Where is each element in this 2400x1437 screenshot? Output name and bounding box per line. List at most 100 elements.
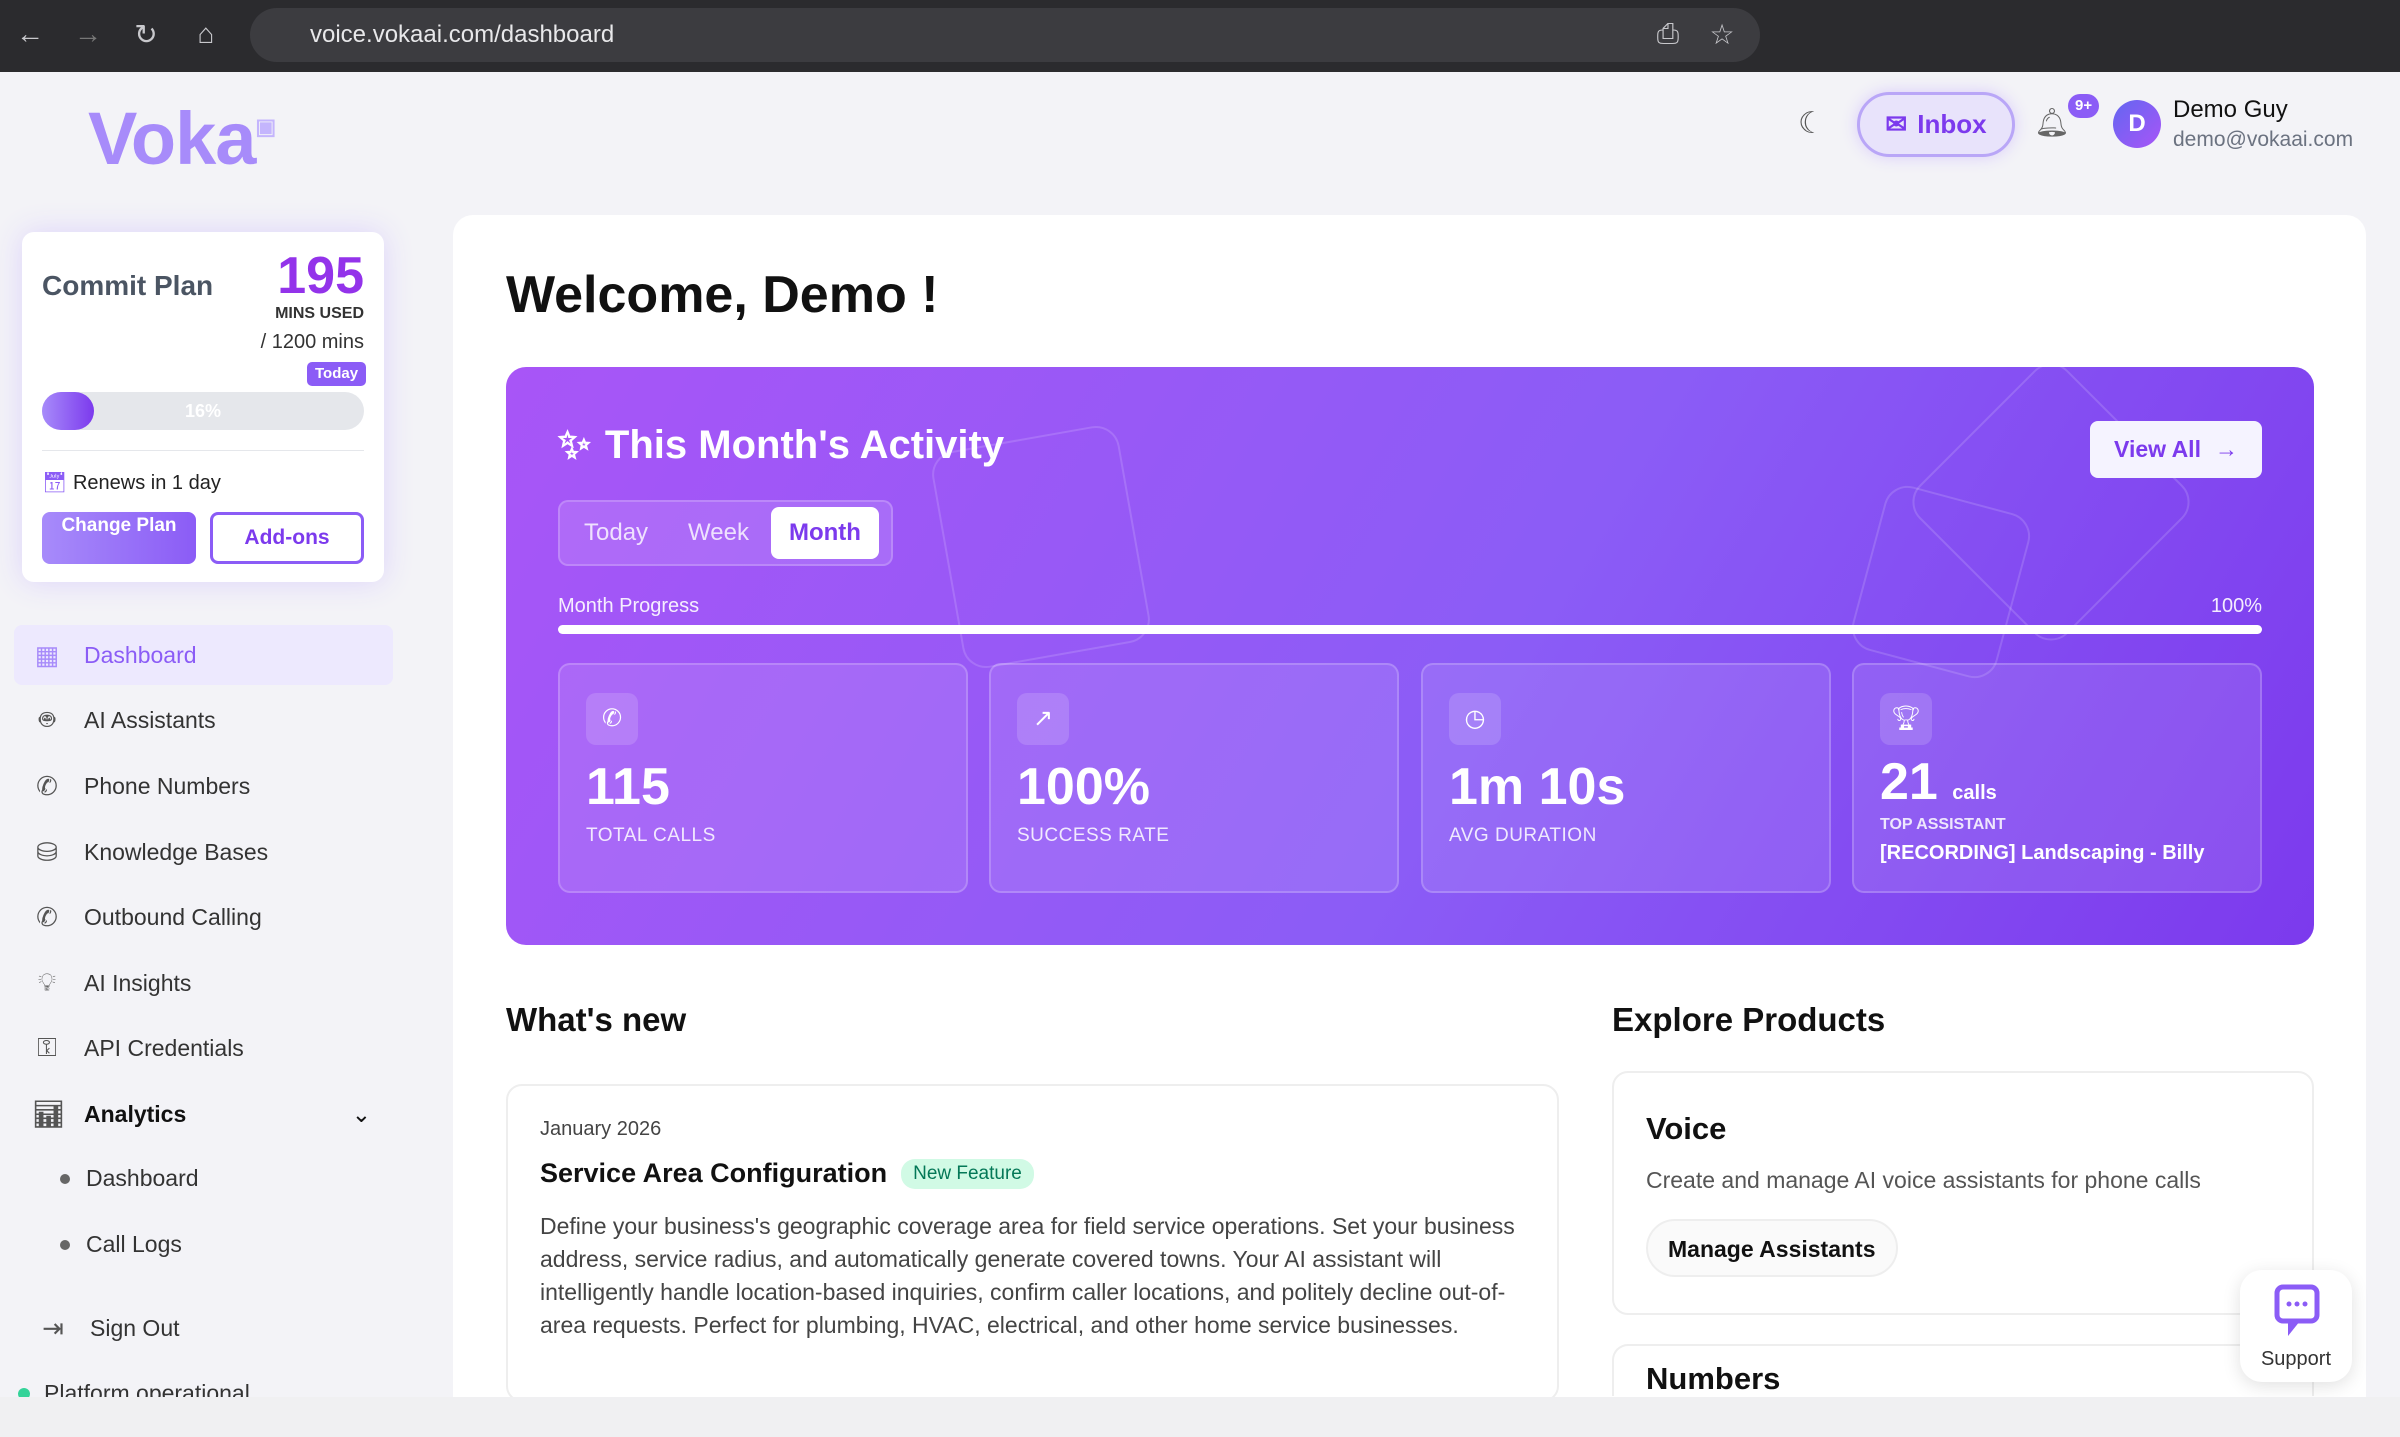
news-card: January 2026 Service Area Configuration N… — [506, 1084, 1559, 1397]
sign-out-button[interactable]: ⇥ Sign Out — [20, 1298, 399, 1358]
tab-today[interactable]: Today — [584, 519, 649, 546]
reload-icon[interactable]: ↻ — [134, 19, 158, 50]
phone-outgoing-icon: ✆ — [36, 901, 58, 932]
lightbulb-icon: 💡︎ — [37, 967, 57, 997]
bookmark-star-icon[interactable]: ☆ — [1709, 19, 1735, 50]
news-body: Define your business's geographic covera… — [540, 1213, 1515, 1338]
sidebar-item-phone-numbers[interactable]: ✆ Phone Numbers — [14, 756, 393, 816]
sidebar-item-analytics[interactable]: 📊︎ Analytics ⌄ — [14, 1084, 393, 1144]
top-assistant-calls: 21 — [1880, 753, 1938, 811]
usage-progress-fill — [42, 392, 94, 430]
stat-label: AVG DURATION — [1449, 825, 1597, 846]
sidebar-subitem-label: Call Logs — [86, 1231, 182, 1257]
sidebar-subitem-label: Dashboard — [86, 1165, 199, 1191]
renewal-text: Renews in 1 day — [72, 472, 221, 494]
main-content: Welcome, Demo ! ✨︎ This Month's Activity … — [453, 215, 2366, 1397]
today-marker: Today — [307, 362, 367, 386]
plan-card: Commit Plan 195 MINS USED / 1200 mins To… — [22, 232, 384, 582]
product-card-voice: Voice Create and manage AI voice assista… — [1612, 1071, 2314, 1315]
page-footer-area — [0, 1397, 2400, 1437]
month-progress-value: 100% — [2210, 595, 2262, 617]
sidebar-item-knowledge-bases[interactable]: ⛁ Knowledge Bases — [14, 822, 393, 882]
sign-out-icon: ⇥ — [42, 1312, 64, 1343]
support-button[interactable]: Support — [2240, 1270, 2352, 1382]
user-name: Demo Guy — [2173, 96, 2288, 123]
install-icon[interactable]: ⎙ — [1656, 18, 1680, 49]
sidebar-item-dashboard[interactable]: ▦ Dashboard — [14, 625, 393, 685]
sidebar-item-ai-assistants[interactable]: 🤖︎ AI Assistants — [14, 690, 393, 750]
sidebar-item-ai-insights[interactable]: 💡︎ AI Insights — [14, 953, 393, 1013]
plan-title: Commit Plan — [42, 270, 214, 301]
product-title: Voice — [1646, 1111, 1727, 1146]
sidebar-item-label: Outbound Calling — [84, 903, 262, 930]
phone-icon: ✆ — [586, 693, 638, 745]
sidebar-item-label: Analytics — [84, 1100, 187, 1127]
sidebar-item-outbound-calling[interactable]: ✆ Outbound Calling — [14, 887, 393, 947]
decorative-shape — [1846, 480, 2036, 684]
view-all-button[interactable]: View All → — [2090, 421, 2262, 478]
support-label: Support — [2260, 1348, 2332, 1370]
minutes-used-label: MINS USED — [275, 305, 364, 322]
sidebar-subitem-call-logs[interactable]: Call Logs — [60, 1231, 182, 1258]
chevron-down-icon: ⌄ — [351, 1100, 371, 1127]
stat-card-total-calls: ✆ 115 TOTAL CALLS — [558, 663, 968, 893]
sidebar-item-label: API Credentials — [84, 1034, 244, 1061]
manage-assistants-button[interactable]: Manage Assistants — [1646, 1219, 1898, 1277]
bot-icon: 🤖︎ — [39, 703, 55, 734]
database-icon: ⛁ — [36, 836, 58, 867]
stat-label: TOTAL CALLS — [586, 825, 716, 846]
notifications-bell-icon[interactable]: 🔔︎ — [2034, 107, 2070, 138]
activity-banner: ✨︎ This Month's Activity View All → Today … — [506, 367, 2314, 945]
avatar[interactable]: D — [2113, 100, 2161, 148]
inbox-button[interactable]: ✉ Inbox — [1857, 92, 2015, 157]
sidebar-item-label: Phone Numbers — [84, 772, 251, 799]
addons-button[interactable]: Add-ons — [210, 512, 364, 564]
product-card-numbers: Numbers — [1612, 1344, 2314, 1396]
sidebar-item-api-credentials[interactable]: ⚿ API Credentials — [14, 1018, 393, 1078]
news-title: Service Area Configuration — [540, 1158, 888, 1188]
back-icon[interactable]: ← — [16, 18, 44, 49]
top-assistant-name[interactable]: [RECORDING] Landscaping - Billy — [1880, 842, 2205, 864]
trending-up-icon: ↗ — [1017, 693, 1069, 745]
sidebar-item-label: Knowledge Bases — [84, 838, 269, 865]
grid-icon: ▦ — [34, 639, 60, 670]
sidebar-item-label: AI Assistants — [84, 706, 216, 733]
sidebar-item-label: AI Insights — [84, 969, 192, 996]
sparkles-icon: ✨︎ — [558, 423, 591, 467]
product-description: Create and manage AI voice assistants fo… — [1646, 1167, 2201, 1193]
stat-card-top-assistant: 🏆︎ 21 calls TOP ASSISTANT [RECORDING] Lands… — [1852, 663, 2262, 893]
logo[interactable]: Voka▣ — [88, 96, 276, 181]
home-icon[interactable]: ⌂ — [197, 18, 215, 49]
stat-card-avg-duration: ◷ 1m 10s AVG DURATION — [1421, 663, 1831, 893]
clock-icon: ◷ — [1449, 693, 1501, 745]
tab-month[interactable]: Month — [770, 507, 879, 559]
news-date: January 2026 — [540, 1118, 662, 1140]
logo-mark: ▣ — [255, 114, 276, 139]
usage-progress-bar: 16% — [42, 392, 364, 430]
change-plan-button[interactable]: Change Plan — [42, 512, 196, 564]
whats-new-heading: What's new — [506, 1001, 687, 1038]
stat-label: TOP ASSISTANT — [1880, 816, 2006, 833]
browser-toolbar: ← → ↻ ⌂ voice.vokaai.com/dashboard ⎙ ☆ — [0, 0, 2400, 72]
phone-icon: ✆ — [36, 770, 58, 801]
tab-week[interactable]: Week — [688, 519, 749, 546]
news-headline: Service Area Configuration New Feature — [540, 1158, 1034, 1189]
calls-unit: calls — [1952, 782, 1997, 804]
trophy-icon: 🏆︎ — [1880, 693, 1932, 745]
usage-percent: 16% — [184, 401, 222, 421]
user-email: demo@vokaai.com — [2173, 128, 2354, 151]
minutes-used: 195 — [277, 247, 364, 305]
chat-bubble-icon — [2274, 1284, 2320, 1336]
status-dot-icon — [18, 1387, 30, 1400]
dark-mode-toggle-icon[interactable]: ☾ — [1798, 107, 1825, 140]
minutes-total: / 1200 mins — [260, 331, 364, 353]
forward-icon[interactable]: → — [74, 18, 102, 49]
sidebar-subitem-analytics-dashboard[interactable]: Dashboard — [60, 1165, 199, 1192]
address-bar[interactable]: voice.vokaai.com/dashboard — [250, 8, 1760, 62]
bar-chart-icon: 📊︎ — [32, 1098, 66, 1129]
notification-badge: 9+ — [2068, 94, 2100, 118]
explore-products-heading: Explore Products — [1612, 1001, 1886, 1038]
sign-out-label: Sign Out — [90, 1314, 180, 1341]
activity-title-text: This Month's Activity — [604, 423, 1005, 467]
renewal-info: 📅︎ Renews in 1 day — [42, 470, 221, 495]
